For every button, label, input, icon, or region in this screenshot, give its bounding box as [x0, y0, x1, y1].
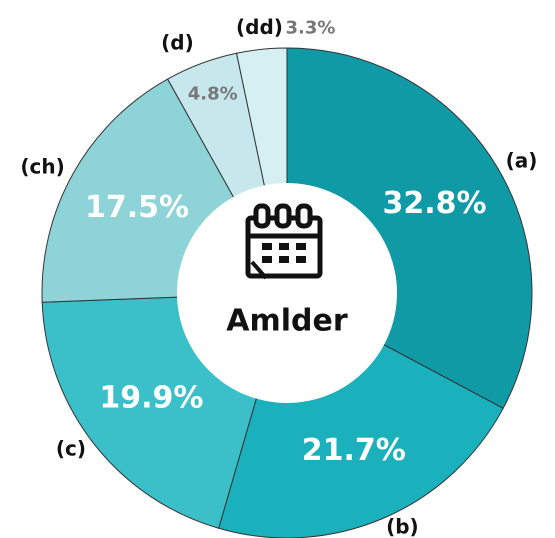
category-label: (dd)	[236, 15, 283, 39]
calendar-icon	[245, 203, 323, 280]
category-label: (a)	[506, 148, 538, 172]
category-label: (d)	[161, 30, 194, 54]
value-label: 3.3%	[285, 17, 335, 38]
center-label: Amlder	[226, 304, 348, 339]
category-label: (ch)	[20, 155, 64, 179]
donut-hole	[177, 183, 397, 403]
value-label: 17.5%	[85, 190, 189, 225]
value-label: 19.9%	[99, 380, 203, 415]
category-label: (b)	[386, 514, 419, 538]
category-label: (c)	[56, 436, 86, 460]
value-label: 32.8%	[382, 186, 486, 221]
value-label: 21.7%	[302, 433, 406, 468]
value-label: 4.8%	[188, 83, 238, 104]
